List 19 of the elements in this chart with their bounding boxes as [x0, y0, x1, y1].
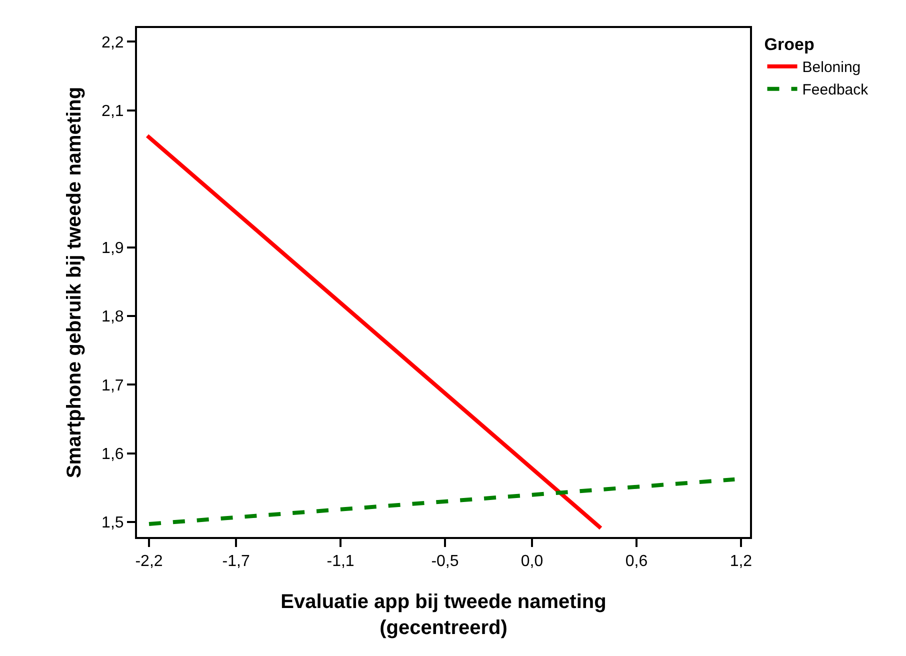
y-tick-label: 2,2	[102, 34, 124, 52]
y-tick-label: 1,9	[102, 240, 124, 258]
y-tick-label: 2,1	[102, 102, 124, 120]
legend-label: Feedback	[802, 82, 869, 99]
legend-label: Beloning	[802, 59, 861, 76]
x-tick-label: 0,0	[520, 553, 544, 570]
y-axis-title: Smartphone gebruik bij tweede nameting	[64, 86, 86, 478]
legend-title: Groep	[764, 35, 814, 54]
x-axis-title: Evaluatie app bij tweede nameting (gecentreerd)	[280, 591, 606, 640]
x-tick-label: 0,6	[625, 553, 648, 570]
y-tick-label: 1,5	[102, 514, 124, 532]
x-tick-label: -2,2	[135, 553, 163, 570]
x-tick-label: -1,1	[326, 553, 354, 570]
x-tick-label: 1,2	[730, 553, 752, 570]
x-tick-label: -1,7	[222, 553, 250, 570]
y-tick-label: 1,7	[102, 377, 124, 394]
y-tick-label: 1,8	[102, 308, 124, 326]
x-tick-label: -0,5	[431, 553, 459, 570]
y-tick-label: 1,6	[102, 446, 124, 463]
